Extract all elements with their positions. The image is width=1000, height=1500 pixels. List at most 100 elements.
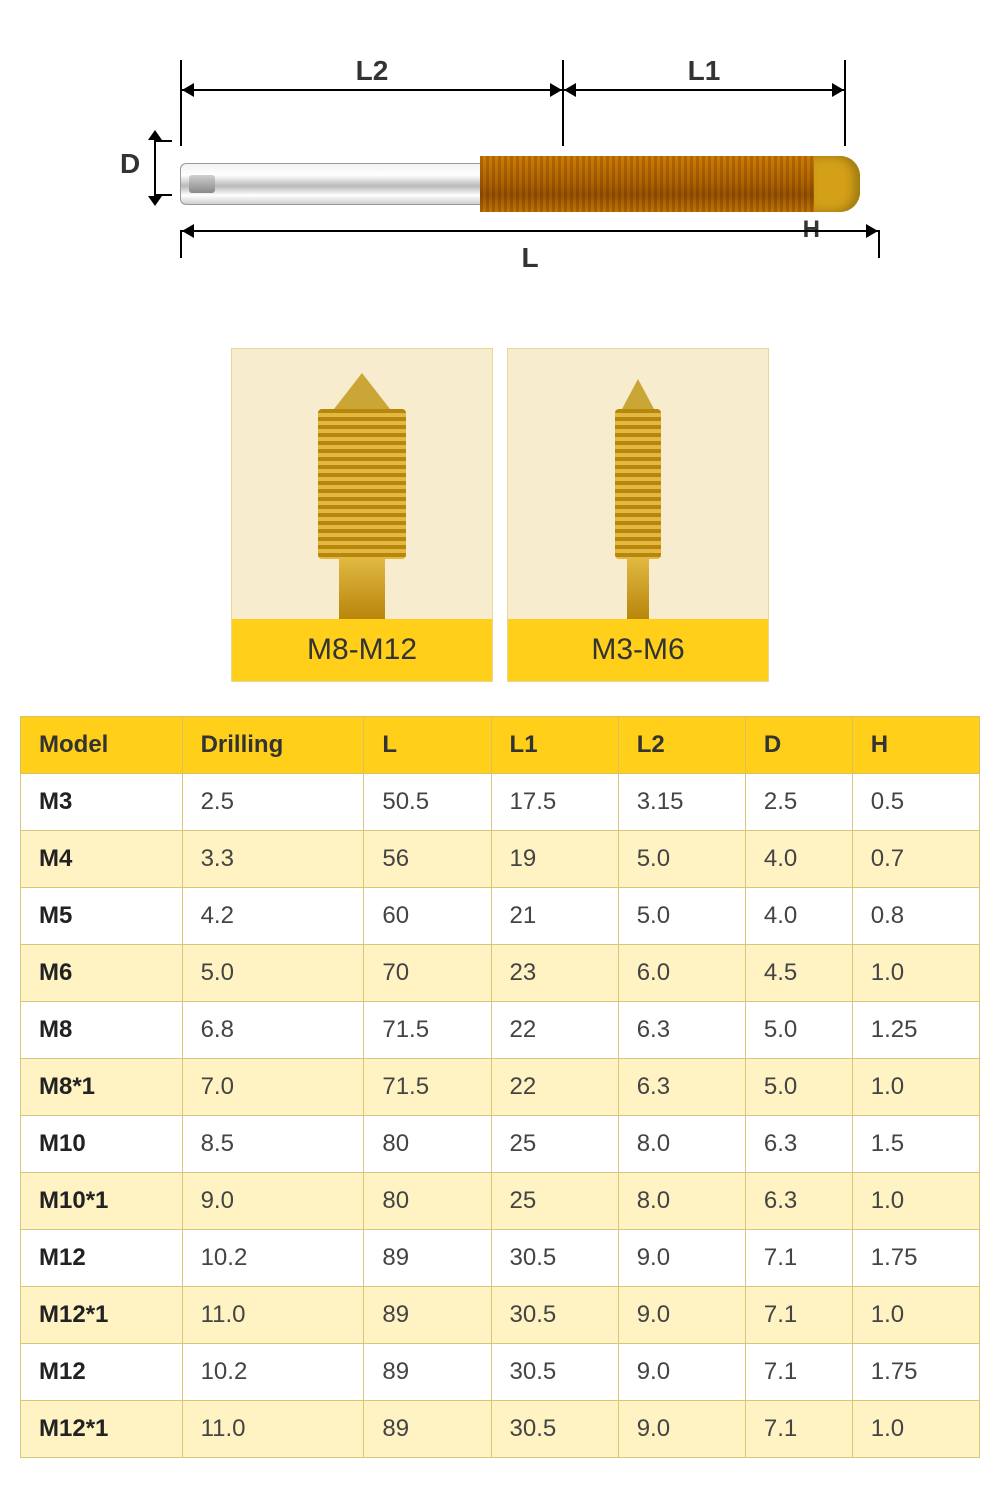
table-cell: 10.2 [182,1230,364,1287]
table-cell: 25 [491,1173,618,1230]
table-cell: 1.0 [852,1287,979,1344]
table-row: M43.356195.04.00.7 [21,831,980,888]
product-photos: M8-M12 M3-M6 [220,348,780,682]
spec-table: ModelDrillingLL1L2DH M32.550.517.53.152.… [20,716,980,1458]
table-cell: 11.0 [182,1401,364,1458]
tap-thread-icon [318,409,406,559]
table-cell: 4.0 [745,831,852,888]
table-cell: 30.5 [491,1344,618,1401]
table-cell: 3.3 [182,831,364,888]
table-cell: 6.3 [745,1173,852,1230]
table-cell-model: M6 [21,945,183,1002]
table-cell: 50.5 [364,774,491,831]
table-cell: 8.0 [618,1173,745,1230]
table-cell: 5.0 [618,831,745,888]
table-cell: 2.5 [745,774,852,831]
dim-label-l: L [521,242,538,274]
table-row: M8*17.071.5226.35.01.0 [21,1059,980,1116]
table-cell: 56 [364,831,491,888]
table-row: M10*19.080258.06.31.0 [21,1173,980,1230]
table-cell: 1.0 [852,1059,979,1116]
table-cell: 8.5 [182,1116,364,1173]
table-header-cell: D [745,717,852,774]
table-cell-model: M4 [21,831,183,888]
tap-shank [180,163,480,205]
table-cell: 6.3 [618,1002,745,1059]
table-cell-model: M8 [21,1002,183,1059]
table-cell: 5.0 [745,1059,852,1116]
table-cell: 7.1 [745,1401,852,1458]
table-cell: 1.75 [852,1344,979,1401]
table-cell: 7.0 [182,1059,364,1116]
table-row: M1210.28930.59.07.11.75 [21,1344,980,1401]
table-header-cell: L2 [618,717,745,774]
table-cell: 22 [491,1002,618,1059]
table-cell: 4.0 [745,888,852,945]
tap-thread [480,156,860,212]
table-cell: 9.0 [618,1287,745,1344]
tap-thread-icon [615,409,661,559]
table-cell: 8.0 [618,1116,745,1173]
table-cell: 0.7 [852,831,979,888]
table-cell: 6.3 [618,1059,745,1116]
spec-table-head: ModelDrillingLL1L2DH [21,717,980,774]
table-cell: 89 [364,1287,491,1344]
table-row: M1210.28930.59.07.11.75 [21,1230,980,1287]
table-cell: 3.15 [618,774,745,831]
table-header-cell: Model [21,717,183,774]
table-cell: 4.5 [745,945,852,1002]
table-row: M65.070236.04.51.0 [21,945,980,1002]
table-cell: 23 [491,945,618,1002]
table-cell: 1.0 [852,1401,979,1458]
dim-row-bottom: L [180,230,880,258]
tap-illustration-small [593,379,683,619]
table-header-cell: H [852,717,979,774]
table-cell: 1.5 [852,1116,979,1173]
table-cell: 1.0 [852,1173,979,1230]
table-cell: 89 [364,1344,491,1401]
table-cell: 89 [364,1230,491,1287]
table-cell: 6.0 [618,945,745,1002]
table-cell: 25 [491,1116,618,1173]
table-cell-model: M12 [21,1344,183,1401]
tap-tip-icon [334,373,390,409]
photo-imgbox [232,349,492,619]
table-cell: 17.5 [491,774,618,831]
dim-bracket-d [154,140,172,196]
dim-label-l2: L2 [356,55,389,87]
table-cell: 7.1 [745,1344,852,1401]
table-cell: 89 [364,1401,491,1458]
table-cell-model: M8*1 [21,1059,183,1116]
table-cell: 0.8 [852,888,979,945]
dim-label-d: D [120,148,140,180]
table-cell: 0.5 [852,774,979,831]
table-cell-model: M12*1 [21,1287,183,1344]
table-cell-model: M10 [21,1116,183,1173]
photo-caption-left: M8-M12 [232,619,492,681]
table-cell: 30.5 [491,1230,618,1287]
table-header-cell: Drilling [182,717,364,774]
table-row: M108.580258.06.31.5 [21,1116,980,1173]
table-cell: 7.1 [745,1287,852,1344]
table-cell: 6.3 [745,1116,852,1173]
table-cell: 80 [364,1173,491,1230]
table-cell: 9.0 [618,1401,745,1458]
table-cell: 10.2 [182,1344,364,1401]
table-cell: 19 [491,831,618,888]
dim-tick [844,60,846,146]
table-cell: 5.0 [618,888,745,945]
table-cell: 70 [364,945,491,1002]
dim-label-l1: L1 [688,55,721,87]
table-cell: 9.0 [618,1230,745,1287]
table-cell: 30.5 [491,1287,618,1344]
table-cell: 11.0 [182,1287,364,1344]
table-cell: 60 [364,888,491,945]
table-cell: 1.25 [852,1002,979,1059]
table-header-cell: L [364,717,491,774]
table-cell-model: M10*1 [21,1173,183,1230]
table-header-cell: L1 [491,717,618,774]
dim-seg-l1: L1 [564,89,844,117]
dim-row-top: L2 L1 [180,60,880,146]
tap-neck-icon [339,559,385,619]
table-cell: 7.1 [745,1230,852,1287]
